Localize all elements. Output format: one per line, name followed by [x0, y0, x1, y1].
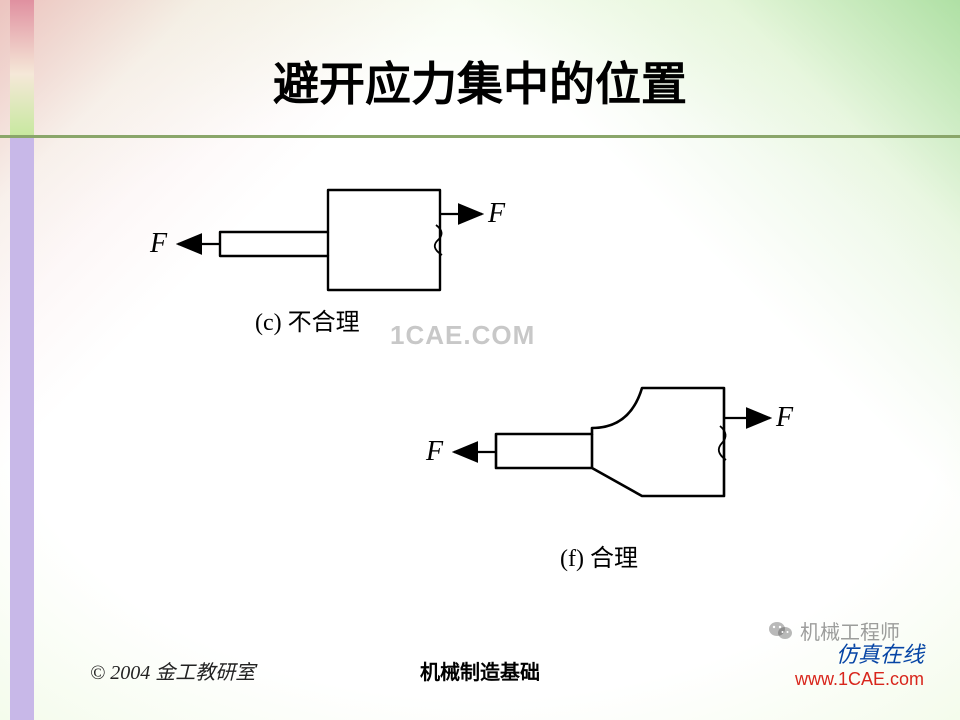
diagram-f-caption: (f) 合理 — [560, 538, 638, 573]
slide-title: 避开应力集中的位置 — [0, 48, 960, 114]
slide: 避开应力集中的位置 FF (c) 不合理 1CAE.COM FF (f) 合理 … — [0, 0, 960, 720]
accent-horizontal-bar — [0, 135, 960, 138]
accent-vertical-bottom — [10, 135, 34, 720]
watermark-center: 1CAE.COM — [390, 320, 535, 351]
site-tag: 仿真在线 www.1CAE.com — [795, 637, 924, 690]
wechat-icon — [768, 620, 794, 648]
site-cn: 仿真在线 — [795, 637, 924, 669]
site-url: www.1CAE.com — [795, 669, 924, 690]
diagram-c-caption: (c) 不合理 — [255, 302, 360, 337]
